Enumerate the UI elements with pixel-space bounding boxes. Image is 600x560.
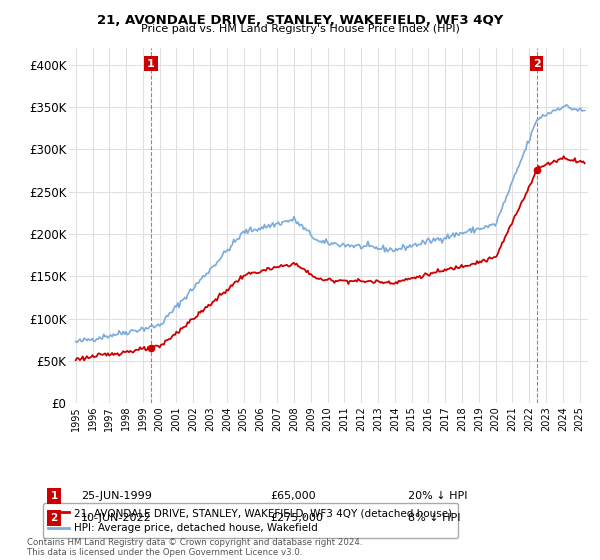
Text: £275,000: £275,000 — [270, 513, 323, 523]
Text: 1: 1 — [50, 491, 58, 501]
Legend: 21, AVONDALE DRIVE, STANLEY, WAKEFIELD, WF3 4QY (detached house), HPI: Average p: 21, AVONDALE DRIVE, STANLEY, WAKEFIELD, … — [43, 503, 458, 539]
Text: 25-JUN-1999: 25-JUN-1999 — [81, 491, 152, 501]
Text: Contains HM Land Registry data © Crown copyright and database right 2024.
This d: Contains HM Land Registry data © Crown c… — [27, 538, 362, 557]
Text: 2: 2 — [50, 513, 58, 523]
Text: Price paid vs. HM Land Registry's House Price Index (HPI): Price paid vs. HM Land Registry's House … — [140, 24, 460, 34]
Text: 2: 2 — [533, 59, 541, 69]
Text: 21, AVONDALE DRIVE, STANLEY, WAKEFIELD, WF3 4QY: 21, AVONDALE DRIVE, STANLEY, WAKEFIELD, … — [97, 14, 503, 27]
Text: 20% ↓ HPI: 20% ↓ HPI — [408, 491, 467, 501]
Text: £65,000: £65,000 — [270, 491, 316, 501]
Text: 8% ↓ HPI: 8% ↓ HPI — [408, 513, 461, 523]
Text: 1: 1 — [147, 59, 155, 69]
Text: 10-JUN-2022: 10-JUN-2022 — [81, 513, 152, 523]
